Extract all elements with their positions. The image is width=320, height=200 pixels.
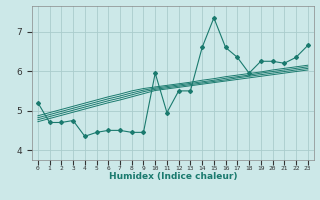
X-axis label: Humidex (Indice chaleur): Humidex (Indice chaleur)	[108, 172, 237, 181]
